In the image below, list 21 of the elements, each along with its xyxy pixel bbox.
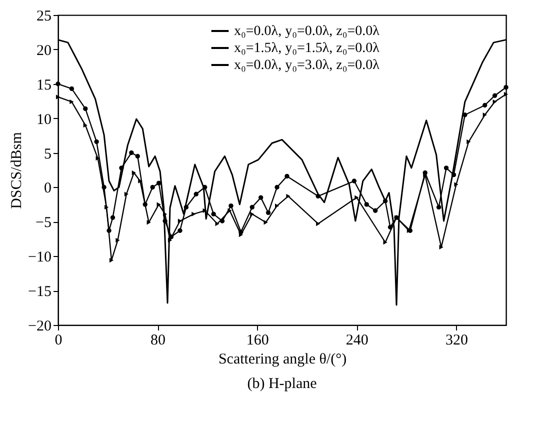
y-tick-label: 5	[44, 146, 52, 162]
y-tick-label: −15	[28, 284, 52, 300]
y-tick-label: 15	[36, 77, 52, 94]
y-axis-title: DSCS/dBsm	[9, 132, 26, 209]
y-tick-label: −5	[36, 215, 52, 232]
x-tick-label: 320	[445, 332, 468, 348]
x-tick-label: 160	[246, 332, 269, 348]
x-axis-title: Scattering angle θ/(°)	[218, 352, 347, 368]
y-tick-label: −20	[28, 318, 52, 334]
y-tick-label: 20	[36, 42, 52, 59]
legend-label: x₀=0.0λ, y₀=3.0λ, z₀=0.0λ	[234, 58, 380, 73]
legend-label: x₀=0.0λ, y₀=0.0λ, z₀=0.0λ	[234, 24, 380, 39]
text: (b) H-plane	[247, 376, 318, 392]
y-tick-label: 10	[36, 112, 52, 128]
x-tick-label: 240	[346, 332, 368, 348]
y-tick-label: 25	[36, 8, 52, 24]
legend-label: x₀=1.5λ, y₀=1.5λ, z₀=0.0λ	[234, 41, 380, 56]
x-tick-label: 0	[54, 332, 62, 348]
y-tick-label: 0	[44, 180, 52, 197]
y-tick-label: −10	[28, 250, 52, 266]
x-tick-label: 80	[150, 332, 166, 348]
